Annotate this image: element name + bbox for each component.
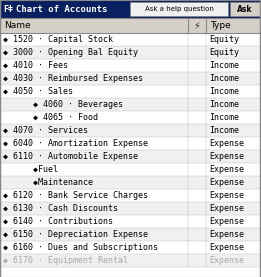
Bar [130,2,228,16]
Text: ◆ 3000 · Opening Bal Equity: ◆ 3000 · Opening Bal Equity [3,48,138,57]
Bar [0,176,261,189]
Text: Expense: Expense [209,139,244,148]
Text: ◆Fuel: ◆Fuel [13,165,58,174]
Text: Expense: Expense [209,191,244,200]
Bar [0,215,261,228]
Text: Chart of Accounts: Chart of Accounts [16,4,107,14]
Bar [0,254,261,267]
Bar [0,0,261,18]
Text: Income: Income [209,126,239,135]
Text: Equity: Equity [209,35,239,44]
Bar [0,150,261,163]
Text: ◆ 6170 · Equipment Rental: ◆ 6170 · Equipment Rental [3,256,128,265]
Text: Income: Income [209,87,239,96]
Bar [0,46,261,59]
Text: Expense: Expense [209,204,244,213]
Text: ◆ 4065 · Food: ◆ 4065 · Food [13,113,98,122]
Text: Income: Income [209,113,239,122]
Bar [0,111,261,124]
Text: ◆ 4010 · Fees: ◆ 4010 · Fees [3,61,68,70]
Text: ◆ 4030 · Reimbursed Expenses: ◆ 4030 · Reimbursed Expenses [3,74,143,83]
Bar [0,137,261,150]
Bar [0,98,261,111]
Text: ◆ 6160 · Dues and Subscriptions: ◆ 6160 · Dues and Subscriptions [3,243,158,252]
Bar [0,124,261,137]
Text: Income: Income [209,74,239,83]
Text: Ask: Ask [237,4,253,14]
Bar [0,163,261,176]
Text: ◆ 4070 · Services: ◆ 4070 · Services [3,126,88,135]
Bar [0,189,261,202]
Bar [230,2,260,16]
Text: ◆ 6150 · Depreciation Expense: ◆ 6150 · Depreciation Expense [3,230,148,239]
Bar [0,72,261,85]
Text: ⚡: ⚡ [194,20,200,30]
Text: Expense: Expense [209,230,244,239]
Text: ◆ 4050 · Sales: ◆ 4050 · Sales [3,87,73,96]
Text: Expense: Expense [209,178,244,187]
Text: Fǂ: Fǂ [3,4,13,14]
Text: ◆ 6120 · Bank Service Charges: ◆ 6120 · Bank Service Charges [3,191,148,200]
Text: Name: Name [4,21,31,30]
Text: Expense: Expense [209,217,244,226]
Text: Expense: Expense [209,152,244,161]
Text: ◆ 6040 · Amortization Expense: ◆ 6040 · Amortization Expense [3,139,148,148]
Bar [0,33,261,46]
Bar [0,18,261,33]
Bar [0,85,261,98]
Text: ◆ 4060 · Beverages: ◆ 4060 · Beverages [13,100,123,109]
Bar [0,228,261,241]
Text: Equity: Equity [209,48,239,57]
Bar [0,241,261,254]
Text: Income: Income [209,61,239,70]
Text: Ask a help question: Ask a help question [145,6,213,12]
Text: Type: Type [210,21,231,30]
Text: Expense: Expense [209,243,244,252]
Text: Income: Income [209,100,239,109]
Text: ◆ 6110 · Automobile Expense: ◆ 6110 · Automobile Expense [3,152,138,161]
Text: ◆ 6140 · Contributions: ◆ 6140 · Contributions [3,217,113,226]
Text: Expense: Expense [209,165,244,174]
Text: ◆ 6130 · Cash Discounts: ◆ 6130 · Cash Discounts [3,204,118,213]
Bar [0,59,261,72]
Text: ◆ 1520 · Capital Stock: ◆ 1520 · Capital Stock [3,35,113,44]
Text: ◆Maintenance: ◆Maintenance [13,178,93,187]
Text: Expense: Expense [209,256,244,265]
Bar [0,202,261,215]
